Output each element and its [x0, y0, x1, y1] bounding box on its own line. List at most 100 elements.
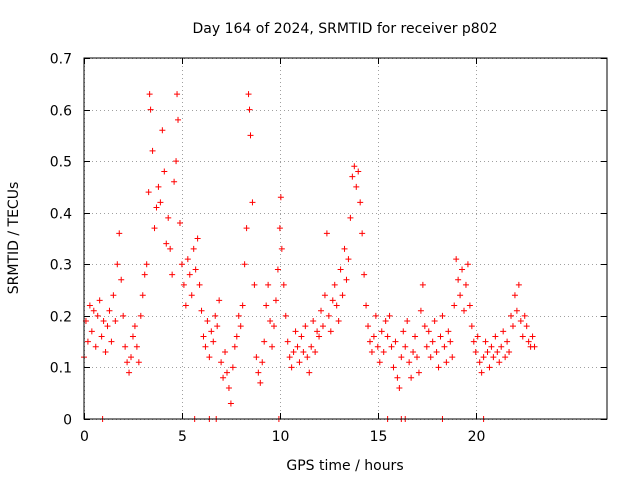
- y-axis-label: SRMTID / TECUs: [6, 182, 22, 295]
- data-point: [349, 173, 356, 180]
- data-point: [133, 343, 140, 350]
- data-point: [470, 338, 477, 345]
- data-point: [106, 307, 113, 314]
- data-point: [108, 338, 115, 345]
- data-point: [137, 312, 144, 319]
- data-point: [118, 276, 125, 283]
- data-point: [86, 302, 93, 309]
- y-tick-label: 0.3: [50, 258, 72, 274]
- data-point: [300, 348, 307, 355]
- data-point: [408, 374, 415, 381]
- data-point: [321, 292, 328, 299]
- data-point: [249, 199, 256, 206]
- data-point: [210, 338, 217, 345]
- data-point: [511, 292, 518, 299]
- data-point: [449, 354, 456, 361]
- data-point: [318, 307, 325, 314]
- x-tick-label: 0: [80, 429, 89, 445]
- data-point: [176, 220, 183, 227]
- data-point: [227, 400, 234, 407]
- data-point: [157, 199, 164, 206]
- data-point: [398, 354, 405, 361]
- data-point: [218, 359, 225, 366]
- data-point: [410, 348, 417, 355]
- data-point: [357, 199, 364, 206]
- data-point: [435, 364, 442, 371]
- data-point: [92, 343, 99, 350]
- data-point: [165, 214, 172, 221]
- data-point: [461, 307, 468, 314]
- data-point: [468, 323, 475, 330]
- data-point: [513, 307, 520, 314]
- data-point: [390, 364, 397, 371]
- data-point: [402, 343, 409, 350]
- data-point: [366, 338, 373, 345]
- data-point: [251, 281, 258, 288]
- data-point: [126, 369, 133, 376]
- data-point: [122, 343, 129, 350]
- data-point: [145, 189, 152, 196]
- data-point: [153, 204, 160, 211]
- data-point: [443, 359, 450, 366]
- data-point: [380, 348, 387, 355]
- data-point: [504, 338, 511, 345]
- data-point: [298, 333, 305, 340]
- data-point: [423, 343, 430, 350]
- data-point: [190, 245, 197, 252]
- data-point: [490, 354, 497, 361]
- data-point: [235, 312, 242, 319]
- data-point: [316, 333, 323, 340]
- data-point: [347, 214, 354, 221]
- data-point: [128, 354, 135, 361]
- data-point: [161, 168, 168, 175]
- data-point: [529, 333, 536, 340]
- data-point: [245, 91, 252, 98]
- data-point: [143, 261, 150, 268]
- data-point: [265, 281, 272, 288]
- data-point: [163, 240, 170, 247]
- data-point: [186, 271, 193, 278]
- data-point: [508, 312, 515, 319]
- data-point: [239, 302, 246, 309]
- data-point: [455, 276, 462, 283]
- y-tick-label: 0: [63, 413, 72, 429]
- data-point: [98, 333, 105, 340]
- data-point: [90, 307, 97, 314]
- data-point: [271, 323, 278, 330]
- data-point: [433, 348, 440, 355]
- data-point: [110, 292, 117, 299]
- y-tick-label: 0.6: [50, 104, 72, 120]
- data-point: [263, 302, 270, 309]
- data-point: [419, 281, 426, 288]
- data-point: [272, 297, 279, 304]
- data-point: [182, 302, 189, 309]
- data-point: [525, 338, 532, 345]
- data-point: [506, 348, 513, 355]
- data-point: [100, 318, 107, 325]
- data-point: [102, 348, 109, 355]
- data-point: [325, 312, 332, 319]
- data-point: [441, 343, 448, 350]
- data-point: [141, 271, 148, 278]
- data-point: [104, 323, 111, 330]
- data-point: [267, 318, 274, 325]
- data-point: [509, 323, 516, 330]
- data-point: [374, 343, 381, 350]
- data-point: [247, 132, 254, 139]
- data-point: [253, 354, 260, 361]
- data-point: [196, 281, 203, 288]
- data-point: [147, 106, 154, 113]
- data-point: [355, 168, 362, 175]
- data-point: [378, 328, 385, 335]
- data-point: [482, 338, 489, 345]
- x-axis-label: GPS time / hours: [286, 458, 403, 474]
- data-point: [363, 302, 370, 309]
- data-point: [353, 183, 360, 190]
- x-tick-label: 5: [178, 429, 187, 445]
- data-point: [180, 281, 187, 288]
- data-point: [131, 323, 138, 330]
- data-point: [396, 385, 403, 392]
- data-point: [94, 312, 101, 319]
- data-point: [453, 256, 460, 263]
